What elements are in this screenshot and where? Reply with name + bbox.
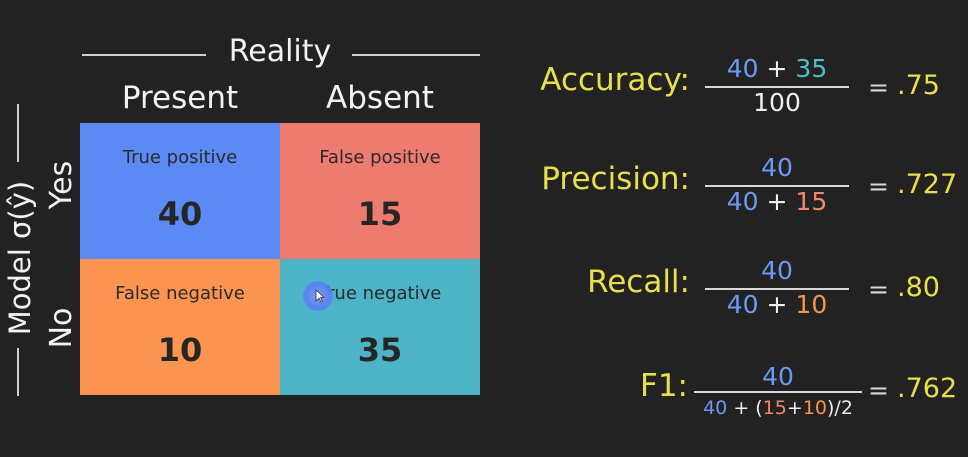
cell-true-positive: True positive 40: [80, 123, 280, 259]
cell-value: 10: [157, 331, 203, 369]
model-title: Model σ(ŷ): [3, 180, 37, 336]
reality-title: Reality: [228, 34, 332, 69]
recall-equals: =: [868, 275, 889, 304]
model-rule-bottom: [17, 348, 19, 396]
accuracy-result: .75: [897, 70, 940, 101]
cell-false-negative: False negative 10: [80, 259, 280, 395]
fraction-bar: [705, 185, 849, 187]
cell-label: True positive: [122, 147, 238, 168]
recall-numerator: 40: [761, 256, 793, 285]
accuracy-equals: =: [868, 73, 889, 102]
cell-true-negative: True negative 35: [280, 259, 480, 395]
precision-label: Precision:: [541, 161, 690, 197]
model-rule-top: [17, 104, 19, 162]
precision-fraction: 40 40 + 15: [705, 153, 849, 219]
precision-equals: =: [868, 172, 889, 201]
cell-label: True negative: [318, 283, 442, 304]
f1-equals: =: [868, 376, 889, 405]
cell-false-positive: False positive 15: [280, 123, 480, 259]
accuracy-numerator: 40 + 35: [726, 54, 828, 83]
fraction-bar: [705, 86, 849, 88]
recall-fraction: 40 40 + 10: [705, 256, 849, 322]
row-header-yes: Yes: [44, 160, 79, 210]
f1-fraction: 40 40 + (15+10)/2: [694, 362, 862, 422]
column-header-present: Present: [121, 80, 239, 116]
row-header-no: No: [44, 307, 79, 349]
fraction-bar: [694, 391, 862, 393]
f1-numerator: 40: [762, 362, 794, 391]
accuracy-fraction: 40 + 35 100: [705, 54, 849, 120]
recall-result: .80: [897, 272, 940, 303]
precision-denominator: 40 + 15: [726, 187, 828, 216]
f1-result: .762: [897, 373, 958, 404]
f1-denominator: 40 + (15+10)/2: [703, 397, 853, 419]
f1-label: F1:: [640, 368, 688, 404]
precision-result: .727: [897, 169, 958, 200]
cell-value: 35: [357, 331, 403, 369]
column-header-absent: Absent: [326, 80, 434, 116]
cell-label: False negative: [115, 283, 245, 304]
accuracy-label: Accuracy:: [540, 62, 690, 98]
reality-rule-right: [352, 54, 480, 56]
recall-label: Recall:: [587, 264, 690, 300]
cell-value: 40: [157, 195, 203, 233]
accuracy-denominator: 100: [753, 88, 801, 117]
fraction-bar: [705, 288, 849, 290]
cell-label: False positive: [319, 147, 441, 168]
mouse-pointer-icon: [315, 289, 325, 303]
cell-value: 15: [357, 195, 403, 233]
recall-denominator: 40 + 10: [726, 290, 828, 319]
precision-numerator: 40: [761, 153, 793, 182]
reality-rule-left: [82, 54, 206, 56]
